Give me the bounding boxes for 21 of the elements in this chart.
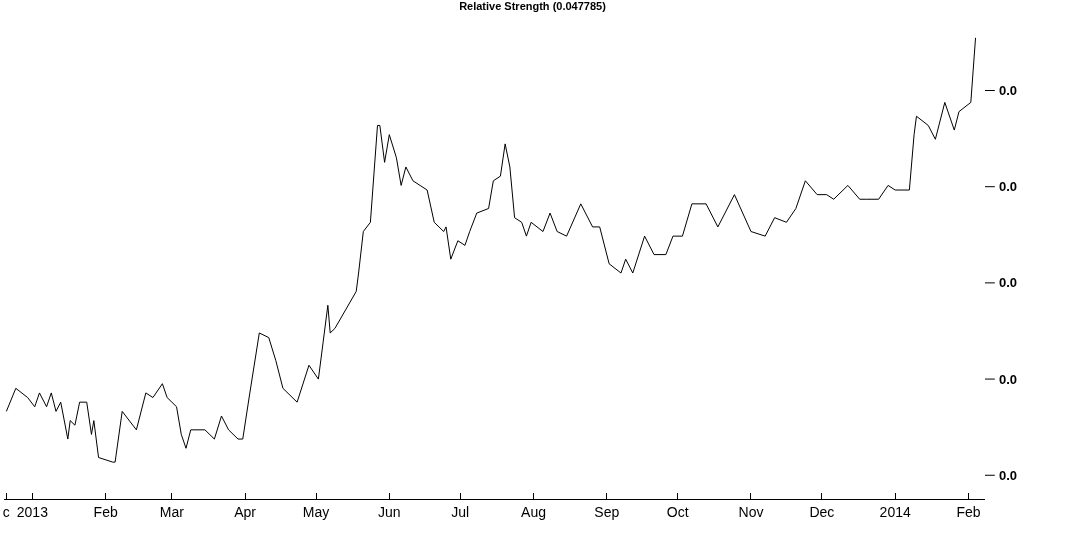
x-tick-label: Dec [809, 503, 835, 520]
chart-title: Relative Strength (0.047785) [459, 0, 607, 13]
text: 0.0 [999, 179, 1018, 194]
x-tick-label: Oct [666, 503, 689, 520]
x-tick-label: Jul [451, 503, 470, 520]
x-tick-label: Nov [738, 503, 764, 520]
x-tick-label: Apr [234, 503, 257, 520]
x-tick-label: Feb [956, 503, 981, 520]
text: 0.0 [999, 372, 1018, 387]
x-tick-label: 2013 [16, 503, 49, 520]
x-tick-label: Mar [159, 503, 185, 520]
x-tick-label: Sep [594, 503, 620, 520]
x-tick-label: c [2, 503, 10, 520]
x-tick-label: 2014 [879, 503, 911, 520]
x-tick-label: Jun [378, 503, 401, 520]
x-tick-label: Aug [521, 503, 546, 520]
x-tick-label: Feb [93, 503, 118, 520]
text: 0.0 [999, 83, 1018, 98]
x-tick-label: May [302, 503, 330, 520]
text: 0.0 [999, 468, 1018, 483]
text: 0.0 [999, 275, 1018, 290]
